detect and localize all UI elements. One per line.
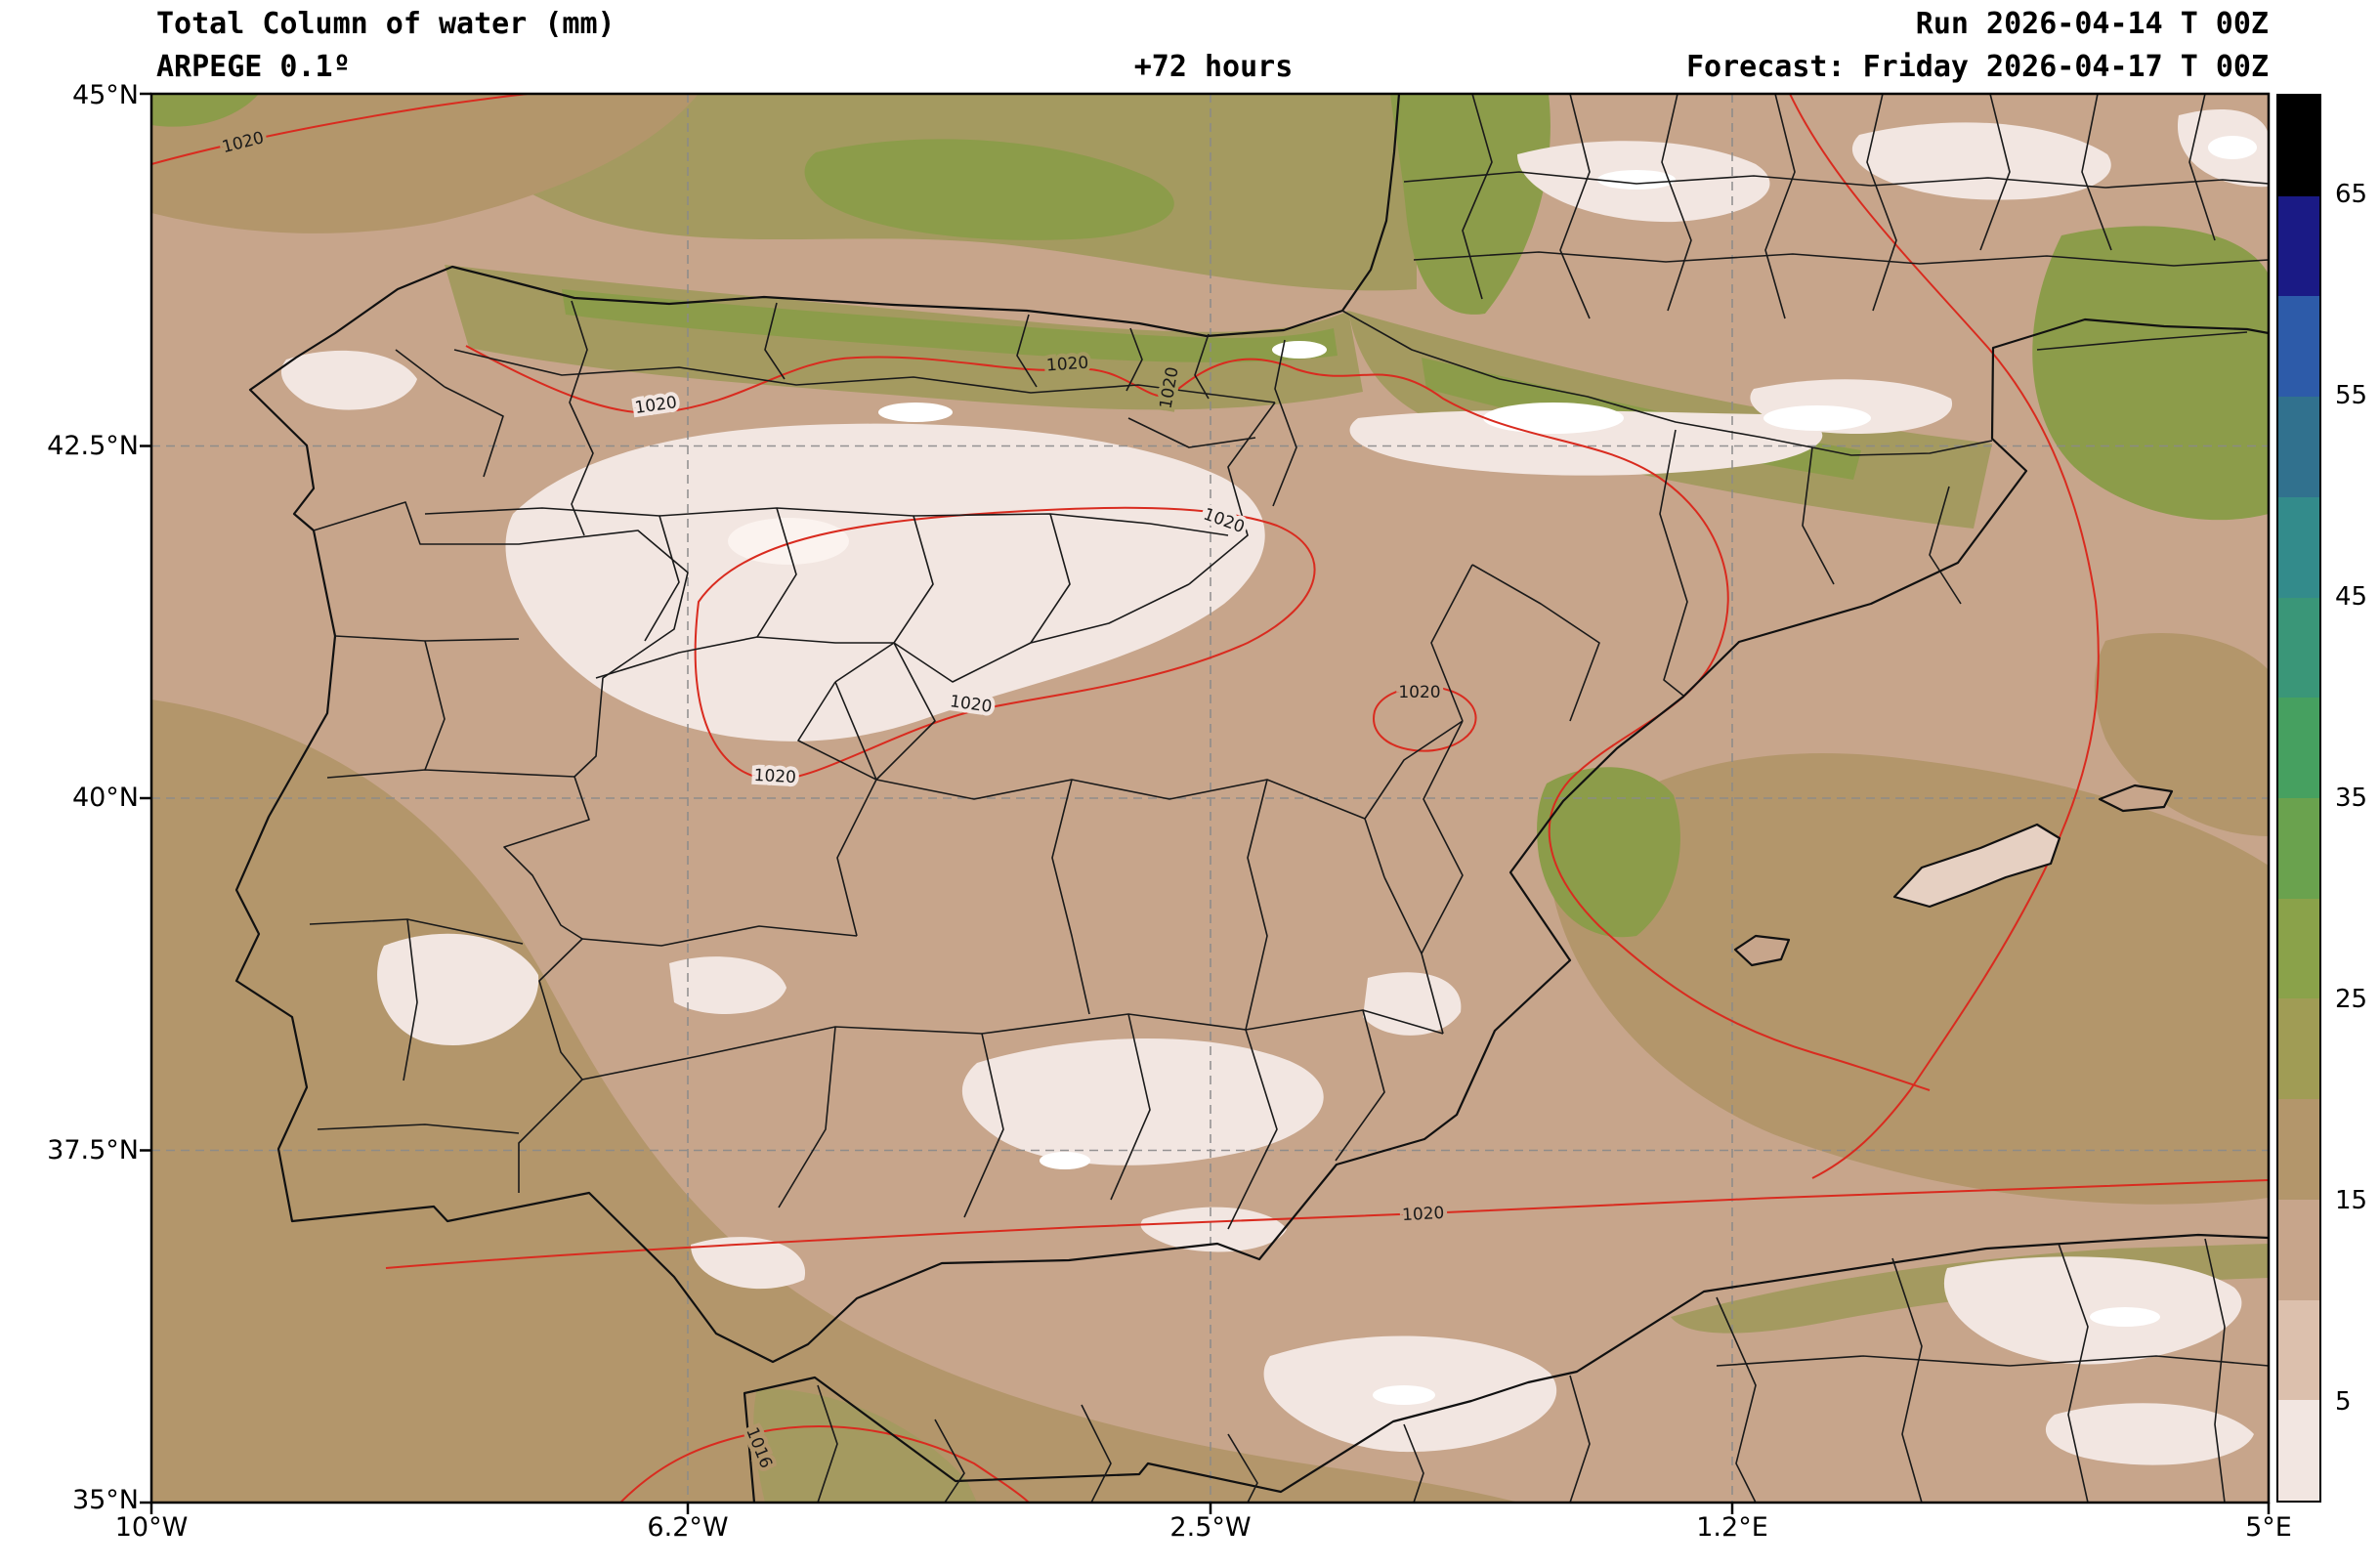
lon-tick-label: 6.2°W bbox=[647, 1512, 729, 1543]
axis-ticks bbox=[140, 92, 2271, 1514]
lat-tick-label: 37.5°N bbox=[47, 1135, 139, 1165]
colorbar-segment bbox=[2278, 195, 2319, 297]
coastline bbox=[234, 94, 2269, 1503]
colorbar-segment bbox=[2278, 597, 2319, 699]
lead-time-label: +72 hours bbox=[1133, 50, 1294, 84]
colorbar-tick-label: 55 bbox=[2335, 381, 2368, 410]
colorbar-tick-label: 15 bbox=[2335, 1186, 2368, 1215]
colorbar-segment bbox=[2278, 96, 2319, 196]
lat-tick-label: 40°N bbox=[71, 783, 139, 813]
lon-tick-label: 1.2°E bbox=[1696, 1512, 1768, 1543]
colorbar-segment bbox=[2278, 798, 2319, 899]
colorbar-segment bbox=[2278, 1199, 2319, 1300]
map-plot-area: 1020 1020 1020 1020 1020 1020 1020 1020 … bbox=[140, 92, 2271, 1514]
lat-tick-label: 45°N bbox=[71, 80, 139, 110]
forecast-label: Forecast: Friday 2026-04-17 T 00Z bbox=[1685, 50, 2269, 84]
colorbar-segment bbox=[2278, 296, 2319, 398]
isobar-contours bbox=[151, 94, 2269, 1503]
map-canvas: 1020 1020 1020 1020 1020 1020 1020 1020 … bbox=[140, 92, 2271, 1514]
field-fill-patches bbox=[151, 94, 2269, 1503]
colorbar-segment bbox=[2278, 998, 2319, 1100]
colorbar-segment bbox=[2278, 698, 2319, 799]
colorbar-tick-label: 65 bbox=[2335, 180, 2368, 209]
colorbar-tick-label: 5 bbox=[2335, 1387, 2352, 1417]
isobar-label: 1020 bbox=[1398, 683, 1440, 702]
admin-borders bbox=[309, 94, 2269, 1503]
colorbar bbox=[2276, 94, 2321, 1503]
colorbar-tick-label: 25 bbox=[2335, 985, 2368, 1014]
isobar-label: 1020 bbox=[1045, 354, 1089, 376]
plot-frame bbox=[149, 92, 2271, 1504]
lat-tick-label: 42.5°N bbox=[47, 431, 139, 461]
colorbar-segment bbox=[2278, 1299, 2319, 1401]
colorbar-tick-label: 35 bbox=[2335, 784, 2368, 813]
colorbar-segment bbox=[2278, 1099, 2319, 1200]
colorbar-segment bbox=[2278, 898, 2319, 999]
colorbar-tick-label: 45 bbox=[2335, 582, 2368, 612]
colorbar-segment bbox=[2278, 1400, 2319, 1502]
isobar-label: 1020 bbox=[753, 766, 796, 787]
model-label: ARPEGE 0.1º bbox=[156, 50, 351, 84]
colorbar-segment bbox=[2278, 397, 2319, 497]
figure-title: Total Column of water (mm) bbox=[156, 7, 616, 41]
lon-tick-label: 10°W bbox=[114, 1512, 189, 1543]
lat-tick-label: 35°N bbox=[71, 1485, 139, 1515]
run-label: Run 2026-04-14 T 00Z bbox=[1915, 7, 2269, 41]
colorbar-segment bbox=[2278, 496, 2319, 598]
grid-lines bbox=[151, 94, 2269, 1503]
lon-tick-label: 2.5°W bbox=[1169, 1512, 1252, 1543]
lon-tick-label: 5°E bbox=[2245, 1512, 2292, 1543]
isobar-label: 1020 bbox=[1402, 1204, 1445, 1225]
